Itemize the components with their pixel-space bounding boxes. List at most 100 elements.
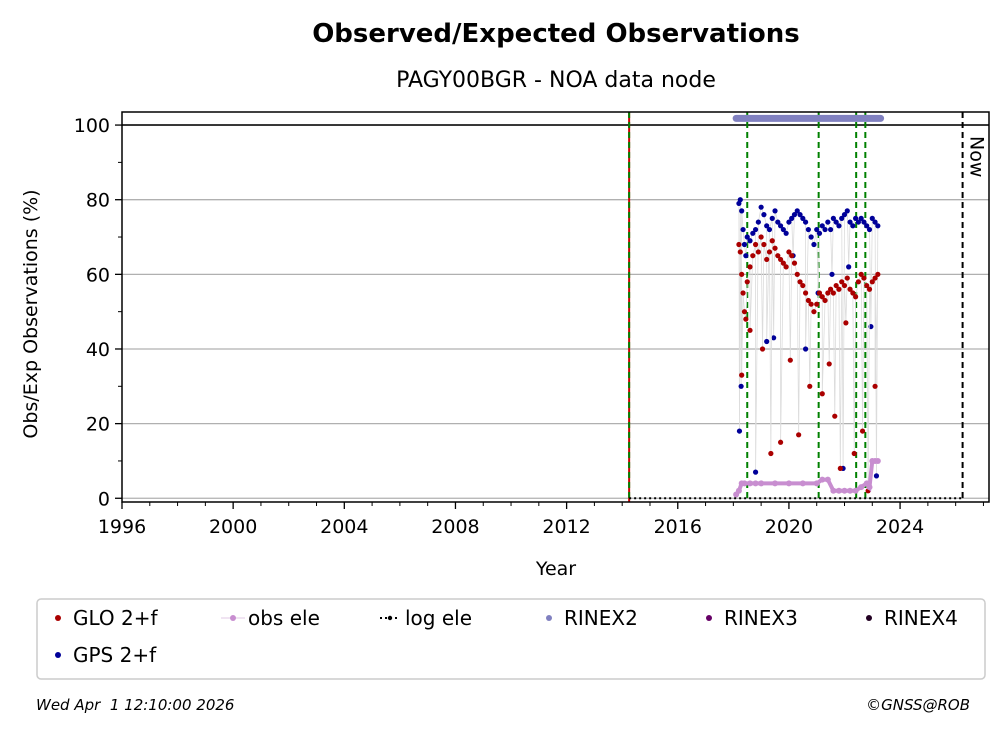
gps-2-f-point [752, 469, 759, 475]
glo-2-f-point [789, 253, 795, 259]
glo-2-f-point [797, 279, 803, 285]
gps-2-f-point [750, 230, 756, 236]
gps-2-f-point [747, 238, 753, 244]
glo-2-f-point [758, 234, 764, 240]
gps-2-f-point [850, 223, 856, 229]
gps-2-f-point [846, 264, 852, 270]
gps-2-f-point [766, 226, 773, 233]
series-gps-2-f [736, 197, 881, 479]
legend-item-rinex4: RINEX4 [866, 606, 958, 630]
gps-2-f-point [844, 208, 850, 214]
y-tick-label-20: 20 [86, 414, 110, 436]
glo-2-f-point [869, 279, 875, 285]
glo-2-f-point [828, 286, 834, 292]
obs-ele-point [752, 480, 759, 487]
legend-frame [36, 598, 986, 680]
glo-2-f-point [744, 279, 750, 285]
glo-2-f-point [837, 465, 843, 472]
gps-2-f-point [758, 204, 764, 210]
y-axis: 0 20 40 60 80 100 [74, 115, 122, 510]
glo-2-f-point [736, 241, 742, 248]
gps-2-f-point [736, 428, 743, 434]
glo-2-f-point [741, 309, 748, 315]
glo-2-f-point [822, 297, 828, 304]
glo-2-f-point [766, 249, 773, 255]
glo-2-f-point [872, 275, 878, 281]
chart-subtitle: PAGY00BGR - NOA data node [396, 68, 716, 93]
legend-item-rinex2: RINEX2 [546, 606, 638, 630]
glo-2-f-point [777, 439, 784, 445]
gps-2-f-point [741, 241, 748, 248]
x-axis-label: Year [535, 558, 576, 580]
gps-2-f-point [738, 383, 744, 389]
glo-2-f-point [843, 320, 849, 326]
glo-2-f-point [858, 271, 864, 277]
glo-2-f-point [832, 413, 838, 419]
gps-2-f-point [802, 219, 809, 225]
obs-ele-point [772, 480, 779, 487]
glo-2-f-point [805, 297, 811, 304]
grid-lines [122, 124, 989, 499]
glo-2-f-point [740, 290, 746, 296]
glo-2-f-point [866, 286, 873, 292]
glo-2-f-point [761, 241, 767, 248]
glo-2-f-point [768, 450, 774, 457]
gps-2-f-point [772, 208, 778, 214]
glo-2-f-point [819, 294, 825, 300]
obs-ele-point [830, 487, 837, 494]
gps-2-f-point [869, 215, 875, 221]
gps-2-f-point [771, 335, 777, 341]
y-tick-label-60: 60 [86, 264, 110, 286]
gps-2-f-point [819, 223, 825, 229]
glo-2-f-point [737, 249, 743, 255]
glo-2-f-point [807, 383, 813, 389]
y-axis-label: Obs/Exp Observations (%) [20, 189, 42, 438]
glo-2-f-point [750, 253, 756, 259]
gps-2-f-point [825, 219, 831, 225]
glo-2-f-point [826, 361, 832, 367]
gps-2-f-point [791, 212, 798, 218]
glo-2-f-point [802, 290, 809, 296]
glo-2-f-point [759, 346, 766, 352]
gps-2-f-point [836, 223, 842, 229]
legend-label: GLO 2+f [73, 606, 159, 630]
gps-2-f-point [853, 215, 859, 221]
gps-2-f-point [872, 219, 878, 225]
gps-2-f-point [822, 226, 828, 233]
data-points [629, 114, 963, 500]
gps-2-f-point [777, 223, 784, 229]
gps-2-f-point [814, 226, 820, 233]
gps-2-f-point [761, 212, 767, 218]
legend-label: obs ele [248, 606, 320, 630]
glo-2-f-point [747, 264, 753, 270]
x-tick-label-2020: 2020 [765, 516, 813, 538]
gps-2-f-point [752, 226, 759, 233]
glo-2-f-point [747, 327, 753, 333]
obs-ele-point [758, 480, 765, 487]
glo-2-f-point [787, 357, 793, 363]
legend-marker-dot [706, 615, 712, 621]
glo-2-f-point [775, 253, 781, 259]
y-tick-label-40: 40 [86, 339, 110, 361]
obs-ele-point [835, 487, 842, 494]
gps-2-f-point [739, 208, 745, 214]
legend-marker-dot [230, 615, 236, 621]
glo-2-f-point [819, 391, 825, 397]
glo-2-f-point [841, 282, 848, 289]
x-tick-label-2008: 2008 [431, 516, 479, 538]
obs-ele-point [799, 480, 806, 487]
gps-2-f-point [740, 226, 746, 233]
glo-2-f-point [783, 264, 789, 270]
chart-title: Observed/Expected Observations [312, 19, 800, 49]
gps-2-f-point [780, 226, 786, 233]
legend-item-glo-2-f: GLO 2+f [55, 606, 159, 630]
obs-ele-point [741, 480, 748, 487]
glo-2-f-point [825, 290, 831, 296]
glo-2-f-point [859, 428, 866, 434]
glo-2-f-point [833, 282, 839, 289]
x-tick-label-2012: 2012 [542, 516, 590, 538]
gps-2-f-point [855, 219, 861, 225]
obs-ele-point [847, 487, 854, 494]
glo-2-f-point [855, 279, 861, 285]
